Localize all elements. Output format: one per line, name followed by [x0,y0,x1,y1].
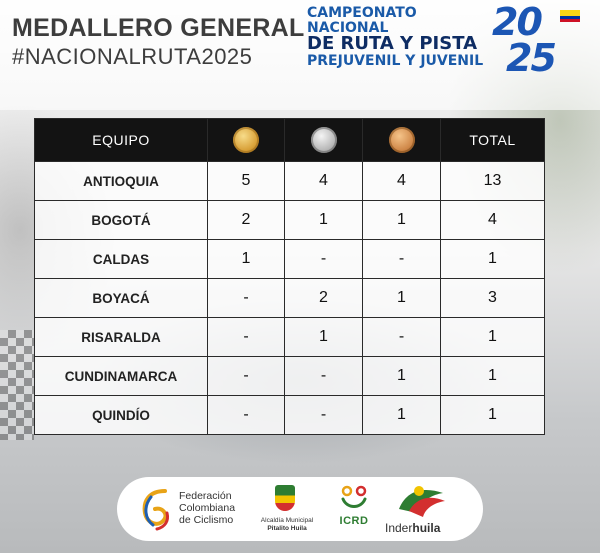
total-count: 1 [440,356,545,396]
gold-count: - [207,395,285,435]
table-header-row: EQUIPO TOTAL [34,118,545,162]
gold-count: 5 [207,161,285,201]
silver-count: - [284,239,363,279]
bronze-count: 1 [362,356,441,396]
bronze-count: 1 [362,200,441,240]
team-name: BOYACÁ [34,278,208,318]
team-name: RISARALDA [34,317,208,357]
sponsor-bar: Federación Colombiana de Ciclismo Alcald… [117,477,483,541]
fcc-line-2: Colombiana [179,502,236,515]
event-name: CAMPEONATO NACIONAL DE RUTA Y PISTA PREJ… [307,6,487,69]
table-row: QUINDÍO - - 1 1 [34,395,545,435]
team-name: QUINDÍO [34,395,208,435]
silver-count: 2 [284,278,363,318]
silver-count: - [284,356,363,396]
pitalito-name: Alcaldía Municipal Pitalito Huila [257,517,317,533]
gold-count: - [207,278,285,318]
table-row: CALDAS 1 - - 1 [34,239,545,279]
icrd-name: ICRD [339,515,369,527]
column-header-total: TOTAL [440,118,545,162]
total-count: 4 [440,200,545,240]
column-header-silver [284,118,363,162]
checkered-flag-decoration [0,330,34,440]
gold-count: - [207,317,285,357]
total-count: 3 [440,278,545,318]
colombia-flag-icon [560,10,580,22]
column-header-bronze [362,118,441,162]
total-count: 1 [440,395,545,435]
team-name: CUNDINAMARCA [34,356,208,396]
total-count: 1 [440,317,545,357]
fcc-line-1: Federación [179,490,232,502]
fcc-line-3: de Ciclismo [179,514,234,527]
gold-count: - [207,356,285,396]
bronze-medal-icon [388,127,415,153]
column-header-gold [207,118,285,162]
silver-count: 4 [284,161,363,201]
bronze-count: 4 [362,161,441,201]
pitalito-line-1: Alcaldía Municipal [260,517,314,524]
event-line-3: PREJUVENIL Y JUVENIL [307,53,484,70]
bronze-count: - [362,239,441,279]
silver-count: 1 [284,200,363,240]
header-backdrop [0,0,600,110]
pitalito-line-2: Pitalito Huila [267,524,307,532]
year-top: 20 [492,0,543,44]
table-row: RISARALDA - 1 - 1 [34,317,545,357]
team-name: CALDAS [34,239,208,279]
page-title: MEDALLERO GENERAL [12,14,305,42]
pitalito-shield-icon [275,485,295,511]
huila-part: huila [412,521,441,535]
fcc-logo-icon [142,489,169,531]
bronze-count: 1 [362,278,441,318]
inderhuila-logo-icon [399,486,445,517]
year-bottom: 25 [506,36,557,81]
bronze-count: - [362,317,441,357]
hashtag: #NACIONALRUTA2025 [12,44,253,69]
column-header-team: EQUIPO [34,118,208,162]
icrd-logo-icon [341,485,367,508]
total-count: 13 [440,161,545,201]
team-name: ANTIOQUIA [34,161,208,201]
table-row: BOYACÁ - 2 1 3 [34,278,545,318]
gold-medal-icon [233,127,259,153]
total-count: 1 [440,239,545,279]
fcc-name: Federación Colombiana de Ciclismo [179,490,235,526]
event-line-1: CAMPEONATO NACIONAL [307,5,417,36]
team-name: BOGOTÁ [34,200,208,240]
event-line-2: DE RUTA Y PISTA [307,33,478,55]
inderhuila-name: Inderhuila [385,521,440,535]
silver-count: - [284,395,363,435]
bronze-count: 1 [362,395,441,435]
silver-count: 1 [284,317,363,357]
silver-medal-icon [310,127,337,153]
table-row: BOGOTÁ 2 1 1 4 [34,200,545,240]
event-year-logo: 20 25 [492,0,588,81]
table-row: ANTIOQUIA 5 4 4 13 [34,161,545,201]
medal-table: EQUIPO TOTAL ANTIOQUIA 5 4 4 13 BOGOTÁ 2… [34,118,545,435]
gold-count: 1 [207,239,285,279]
inder-part: Inder [385,521,413,535]
gold-count: 2 [207,200,285,240]
table-row: CUNDINAMARCA - - 1 1 [34,356,545,396]
